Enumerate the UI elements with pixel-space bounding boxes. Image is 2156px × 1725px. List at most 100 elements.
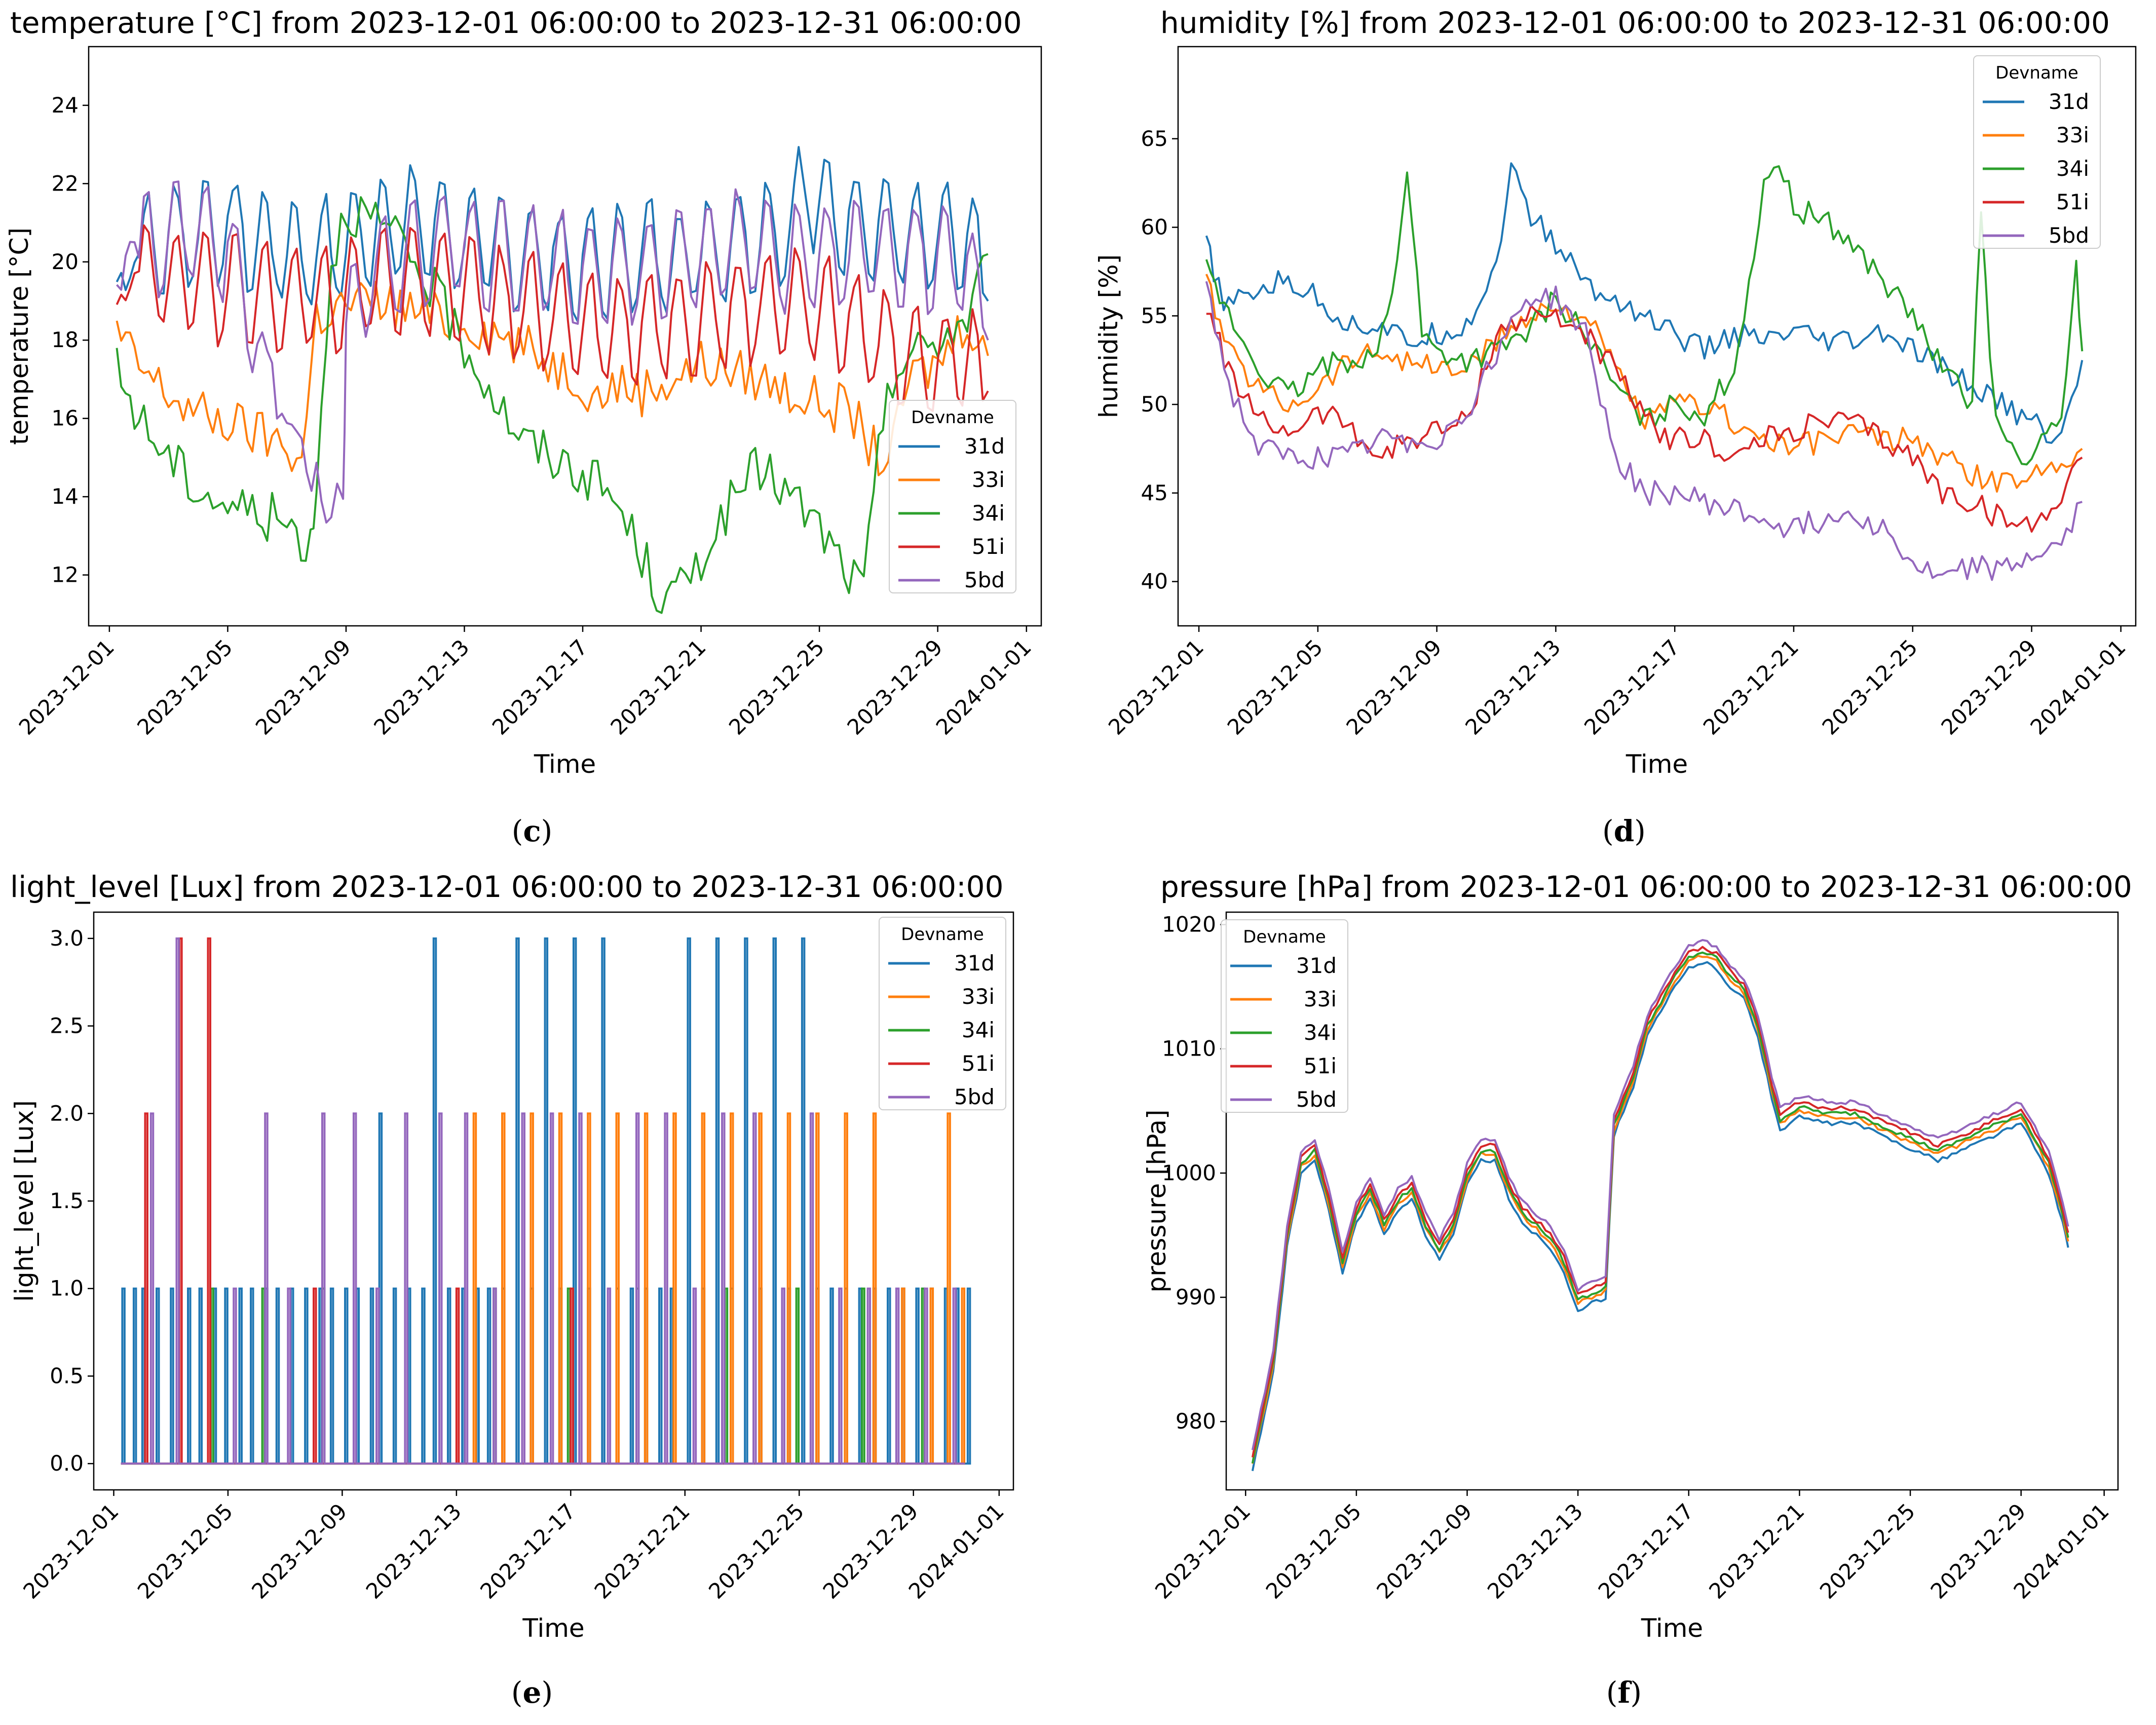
legend: Devname 31d 33i 34i 51i 5bd xyxy=(889,400,1016,593)
y-axis-label: light_level [Lux] xyxy=(10,1100,39,1302)
caption-paren: ) xyxy=(1630,1675,1642,1710)
x-axis-label: Time xyxy=(1625,749,1688,779)
x-tick-label: 2023-12-09 xyxy=(247,1498,352,1603)
y-tick-label: 50 xyxy=(1141,392,1168,417)
chart-title: temperature [°C] from 2023-12-01 06:00:0… xyxy=(10,6,1022,40)
x-tick-label: 2023-12-05 xyxy=(1223,634,1328,739)
legend-box xyxy=(889,400,1016,593)
y-tick-label: 980 xyxy=(1176,1409,1216,1434)
x-tick-label: 2023-12-17 xyxy=(1579,634,1684,739)
x-tick-label: 2023-12-25 xyxy=(1818,634,1922,739)
y-tick-label: 1.5 xyxy=(50,1188,84,1213)
legend-label-51i: 51i xyxy=(2056,190,2089,214)
x-tick-label: 2023-12-29 xyxy=(842,634,947,739)
series-line-34i xyxy=(1205,165,2084,466)
chart-panel-c: temperature [°C] from 2023-12-01 06:00:0… xyxy=(5,6,1042,848)
plot-area xyxy=(1205,162,2084,581)
x-tick-label: 2024-01-01 xyxy=(931,634,1036,739)
y-tick-label: 0.5 xyxy=(50,1363,84,1388)
plot-frame xyxy=(88,46,1042,627)
chart-panel-d: humidity [%] from 2023-12-01 06:00:00 to… xyxy=(1094,6,2137,848)
legend: Devname 31d 33i 34i 51i 5bd xyxy=(1221,919,1348,1113)
y-tick-label: 0.0 xyxy=(50,1451,84,1476)
legend-label-51i: 51i xyxy=(962,1051,995,1076)
x-axis-label: Time xyxy=(1641,1614,1703,1643)
legend-label-31d: 31d xyxy=(2049,89,2089,114)
legend: Devname 31d 33i 34i 51i 5bd xyxy=(879,917,1006,1110)
legend-box xyxy=(1221,919,1348,1113)
panel-caption: (d) xyxy=(1602,814,1646,848)
y-tick-label: 45 xyxy=(1141,480,1168,505)
x-tick-label: 2023-12-05 xyxy=(132,634,237,739)
y-tick-label: 1020 xyxy=(1162,912,1216,937)
caption-letter: e xyxy=(523,1675,542,1710)
caption-paren: ( xyxy=(512,814,523,848)
series-line-5bd xyxy=(1251,939,2069,1450)
series-line-51i xyxy=(1206,305,2083,533)
legend-label-33i: 33i xyxy=(962,984,995,1009)
legend-label-34i: 34i xyxy=(2056,156,2089,181)
caption-paren: ( xyxy=(1606,1675,1618,1710)
y-tick-label: 990 xyxy=(1176,1285,1216,1309)
series-line-51i xyxy=(116,224,989,412)
x-tick-label: 2023-12-17 xyxy=(487,634,592,739)
caption-paren: ) xyxy=(541,1675,553,1710)
y-tick-label: 22 xyxy=(52,171,79,196)
x-tick-label: 2023-12-13 xyxy=(1460,634,1565,739)
x-tick-label: 2023-12-01 xyxy=(18,1498,123,1603)
legend-label-34i: 34i xyxy=(972,501,1005,526)
legend-label-31d: 31d xyxy=(954,951,995,976)
x-tick-label: 2023-12-13 xyxy=(361,1498,466,1603)
y-axis-label: temperature [°C] xyxy=(5,228,34,445)
series-line-31d xyxy=(1251,961,2069,1471)
chart-title: light_level [Lux] from 2023-12-01 06:00:… xyxy=(10,870,1003,904)
x-tick-label: 2023-12-05 xyxy=(133,1498,238,1603)
series-line-31d xyxy=(116,146,989,323)
plot-area xyxy=(1251,939,2069,1471)
legend-label-31d: 31d xyxy=(1296,953,1337,978)
y-tick-label: 1.0 xyxy=(50,1276,84,1301)
legend-label-51i: 51i xyxy=(972,534,1005,559)
y-tick-label: 20 xyxy=(52,249,79,274)
legend-label-34i: 34i xyxy=(1304,1020,1337,1045)
y-tick-label: 18 xyxy=(52,327,79,352)
x-tick-label: 2023-12-09 xyxy=(1372,1498,1477,1603)
x-axis-label: Time xyxy=(522,1614,584,1643)
series-line-34i xyxy=(1251,951,2069,1464)
legend-label-33i: 33i xyxy=(1304,987,1337,1011)
chart-panel-e: light_level [Lux] from 2023-12-01 06:00:… xyxy=(10,870,1014,1710)
panel-caption: (c) xyxy=(512,814,553,848)
x-tick-label: 2023-12-01 xyxy=(1150,1498,1255,1603)
legend-box xyxy=(1973,55,2101,249)
legend-label-5bd: 5bd xyxy=(2049,223,2089,248)
legend-label-51i: 51i xyxy=(1304,1054,1337,1078)
panel-caption: (f) xyxy=(1606,1675,1642,1710)
legend-label-33i: 33i xyxy=(972,467,1005,492)
panel-caption: (e) xyxy=(511,1675,553,1710)
series-line-5bd xyxy=(116,180,989,524)
x-tick-label: 2023-12-09 xyxy=(1341,634,1446,739)
y-tick-label: 1010 xyxy=(1162,1036,1216,1061)
chart-title: humidity [%] from 2023-12-01 06:00:00 to… xyxy=(1160,6,2110,40)
x-tick-label: 2023-12-29 xyxy=(1936,634,2041,739)
chart-panel-f: pressure [hPa] from 2023-12-01 06:00:00 … xyxy=(1142,870,2132,1710)
legend-label-34i: 34i xyxy=(962,1018,995,1042)
legend-title: Devname xyxy=(1995,63,2078,83)
y-tick-label: 60 xyxy=(1141,215,1168,240)
caption-paren: ( xyxy=(511,1675,523,1710)
series-line-51i xyxy=(1251,946,2069,1458)
y-tick-label: 24 xyxy=(52,93,79,118)
series-line-33i xyxy=(1251,955,2069,1464)
x-tick-label: 2023-12-21 xyxy=(1698,634,1803,739)
caption-letter: c xyxy=(523,814,541,848)
y-axis-label: pressure [hPa] xyxy=(1142,1109,1171,1292)
y-tick-label: 16 xyxy=(52,406,79,431)
x-tick-label: 2023-12-05 xyxy=(1261,1498,1366,1603)
series-line-33i xyxy=(1205,274,2083,493)
x-tick-label: 2023-12-21 xyxy=(606,634,710,739)
y-tick-label: 1000 xyxy=(1162,1160,1216,1185)
series-line-31d xyxy=(121,937,971,1465)
chart-title: pressure [hPa] from 2023-12-01 06:00:00 … xyxy=(1160,870,2132,904)
legend-label-33i: 33i xyxy=(2056,123,2089,147)
